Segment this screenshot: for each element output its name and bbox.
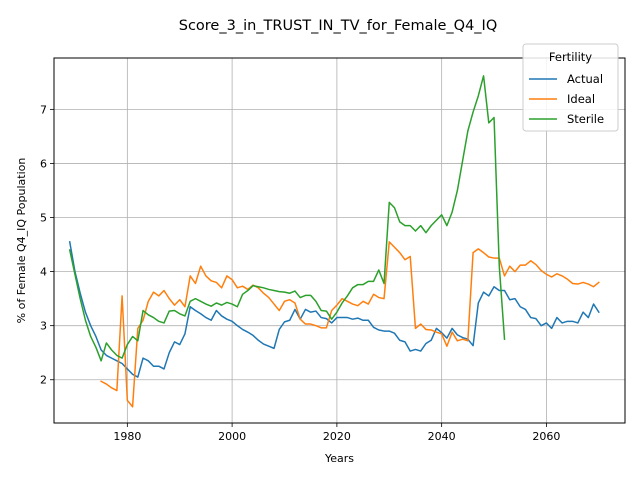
legend-entries: Actual Ideal Sterile (529, 72, 604, 126)
y-ticks: 2 3 4 5 6 7 (40, 103, 54, 387)
chart-title: Score_3_in_TRUST_IN_TV_for_Female_Q4_IQ (179, 18, 498, 34)
y-tick-label: 5 (40, 212, 47, 225)
legend-label-sterile: Sterile (567, 112, 604, 126)
y-tick-label: 6 (40, 157, 47, 170)
plot-frame (53, 57, 626, 424)
y-tick-label: 2 (40, 374, 47, 387)
legend-label-actual: Actual (567, 72, 603, 86)
series-line-sterile (68, 75, 506, 362)
x-tick-label: 2000 (218, 430, 246, 443)
series-line-ideal (100, 241, 600, 408)
x-tick-label: 1980 (113, 430, 141, 443)
x-tick-label: 2060 (532, 430, 560, 443)
y-axis-label: % of Female Q4_IQ Population (15, 158, 28, 324)
x-tick-label: 2020 (323, 430, 351, 443)
series-layer (68, 75, 600, 408)
y-tick-label: 4 (40, 266, 47, 279)
x-axis-label: Years (324, 452, 354, 465)
legend: Fertility Actual Ideal Sterile (522, 43, 619, 132)
legend-box (522, 43, 619, 132)
x-tick-label: 2040 (428, 430, 456, 443)
x-ticks: 1980 2000 2020 2040 2060 (113, 423, 560, 443)
y-tick-label: 7 (40, 103, 47, 116)
y-tick-label: 3 (40, 320, 47, 333)
legend-title: Fertility (549, 50, 592, 64)
legend-label-ideal: Ideal (567, 92, 595, 106)
series-line-actual (68, 240, 600, 378)
